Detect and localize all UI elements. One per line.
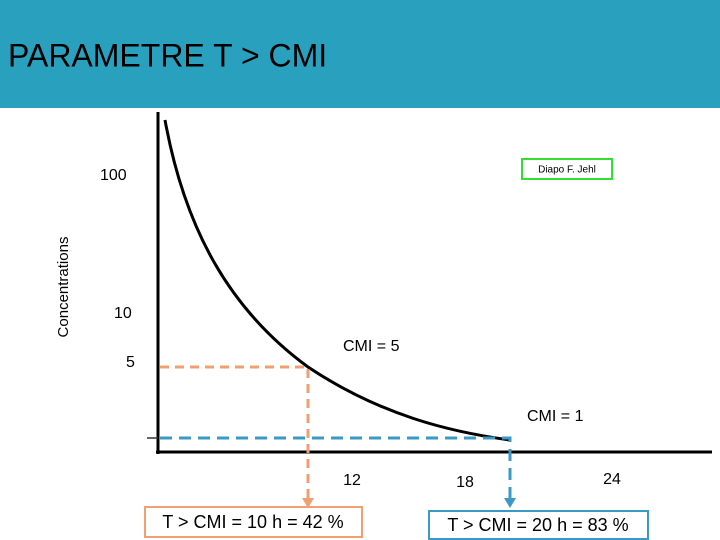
- threshold-label: CMI = 1: [527, 408, 584, 425]
- result-box: [428, 510, 649, 540]
- time-label: 12: [343, 472, 361, 489]
- cmi1-guide: [160, 436, 512, 500]
- time-label: 24: [603, 471, 621, 488]
- arrow: [504, 498, 516, 508]
- threshold-label: CMI = 5: [343, 338, 400, 355]
- arrow: [302, 498, 314, 508]
- level-label: 100: [100, 167, 127, 184]
- credit: Diapo F. Jehl: [538, 165, 596, 176]
- cmi5-guide: [160, 365, 310, 500]
- time-label: 18: [456, 474, 474, 491]
- result-box: [144, 506, 363, 538]
- result: T > CMI = 10 h = 42 %: [162, 512, 343, 532]
- header-band: [0, 0, 720, 108]
- credit-box: [521, 158, 613, 180]
- level-label: 5: [126, 354, 135, 371]
- level-label: 10: [114, 305, 132, 322]
- slide-title: PARAMETRE T > CMI: [8, 37, 327, 73]
- result: T > CMI = 20 h = 83 %: [447, 515, 628, 535]
- concentration-curve: [163, 119, 511, 442]
- y-axis-label: Concentrations: [55, 237, 72, 338]
